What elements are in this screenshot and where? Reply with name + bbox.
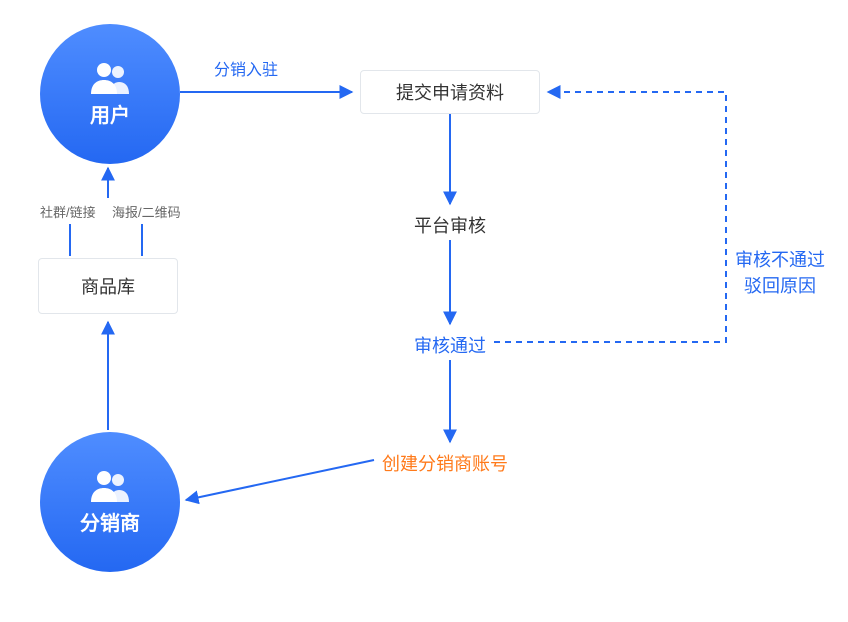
reject-edge-label-2: 驳回原因 [744,272,816,298]
platform-review-text: 平台审核 [414,212,486,238]
user-node-label: 用户 [90,99,130,128]
edge-create-to-distributor [186,460,374,500]
people-icon [88,469,132,503]
people-icon [88,61,132,95]
apply-edge-label: 分销入驻 [214,56,278,80]
reject-edge-label-1: 审核不通过 [735,246,825,272]
user-node: 用户 [40,24,180,164]
create-account-text: 创建分销商账号 [382,450,508,476]
distributor-node-label: 分销商 [80,507,140,536]
product-library-label: 商品库 [81,273,135,299]
submit-application-box: 提交申请资料 [360,70,540,114]
distributor-node: 分销商 [40,432,180,572]
product-library-box: 商品库 [38,258,178,314]
edge-reject-loop [494,92,726,342]
review-pass-text: 审核通过 [414,332,486,358]
poster-qr-label: 海报/二维码 [112,202,181,221]
community-link-label: 社群/链接 [40,202,96,221]
submit-application-label: 提交申请资料 [396,79,504,105]
